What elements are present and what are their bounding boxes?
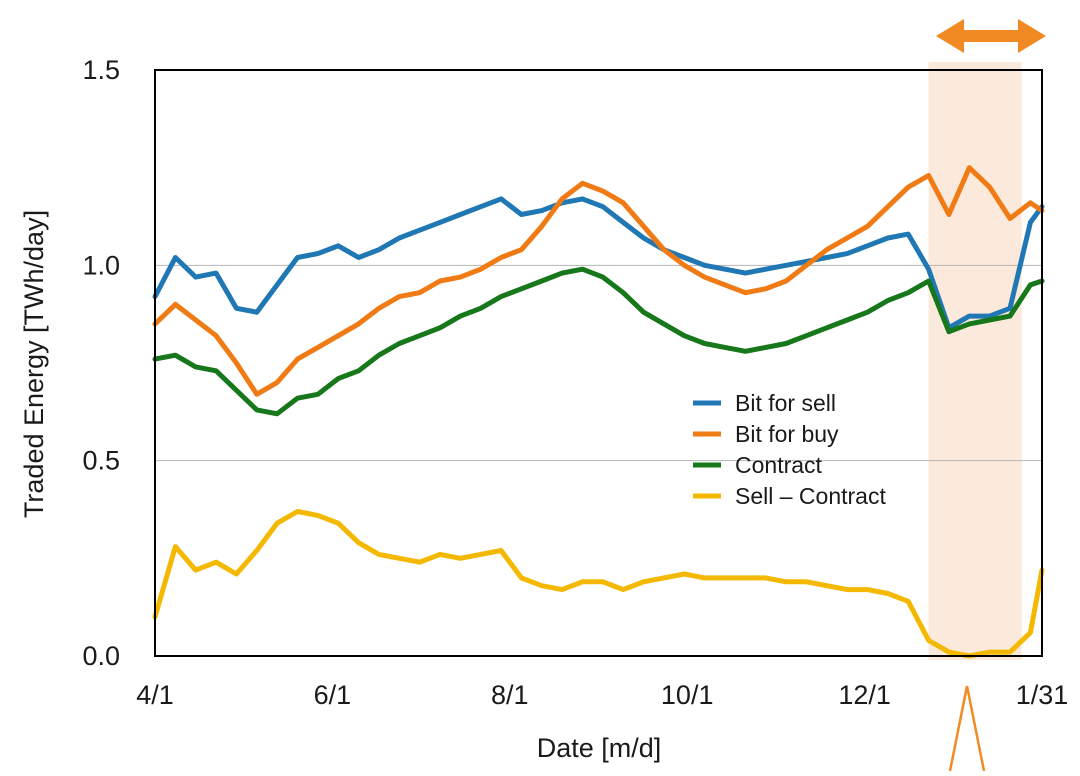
x-tick-label: 4/1	[136, 680, 174, 710]
legend-label-3: Sell – Contract	[735, 483, 886, 509]
x-tick-label: 6/1	[314, 680, 352, 710]
highlight-region	[928, 62, 1022, 660]
double-arrow-icon	[936, 19, 1046, 53]
legend-label-1: Bit for buy	[735, 421, 839, 447]
y-tick-label: 1.0	[82, 250, 120, 280]
series-line-1	[152, 165, 1045, 397]
legend-label-0: Bit for sell	[735, 390, 836, 416]
x-tick-label: 12/1	[838, 680, 891, 710]
caret-marker	[948, 685, 986, 772]
plot-frame	[154, 69, 1043, 657]
series-line-0	[152, 196, 1045, 331]
y-axis-title: Traded Energy [TWh/day]	[19, 210, 49, 518]
series-line-3	[152, 509, 1045, 659]
y-tick-label: 0.5	[82, 446, 120, 476]
x-tick-label: 10/1	[661, 680, 714, 710]
x-tick-label: 8/1	[491, 680, 529, 710]
x-axis-title: Date [m/d]	[537, 733, 662, 763]
legend-label-2: Contract	[735, 452, 823, 478]
x-tick-label: 1/31	[1016, 680, 1069, 710]
y-tick-label: 0.0	[82, 641, 120, 671]
series-line-2	[152, 266, 1045, 417]
y-tick-label: 1.5	[82, 55, 120, 85]
